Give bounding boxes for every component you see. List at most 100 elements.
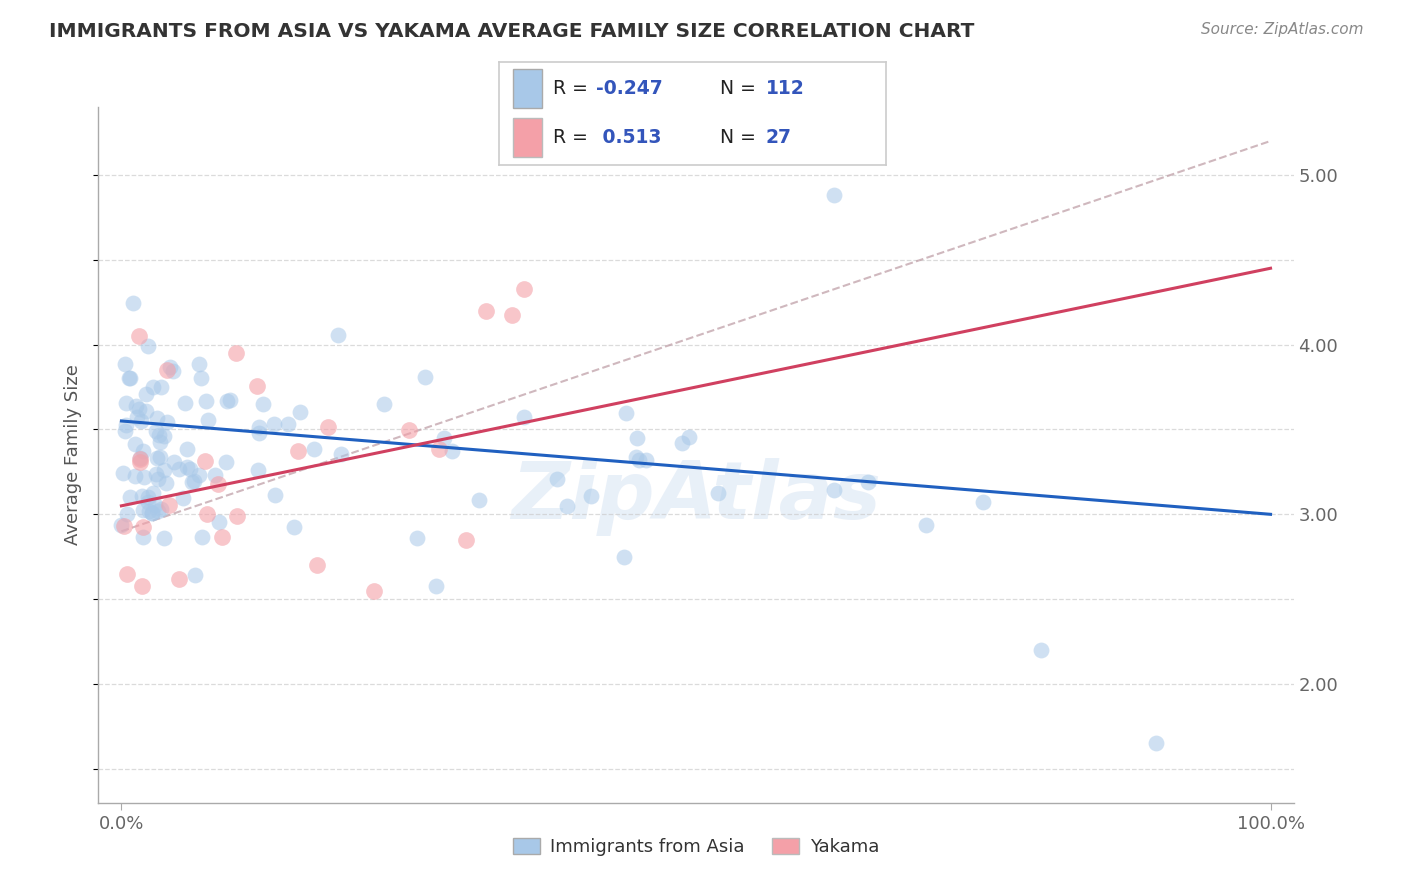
Point	[114, 418, 136, 433]
Point	[112, 519, 135, 533]
Point	[115, 396, 138, 410]
Text: -0.247: -0.247	[596, 79, 662, 98]
Point	[247, 420, 270, 434]
Point	[145, 425, 167, 439]
Point	[252, 397, 274, 411]
Point	[155, 475, 177, 490]
Point	[128, 329, 150, 343]
Point	[118, 370, 141, 384]
Point	[678, 429, 700, 443]
Point	[128, 402, 150, 417]
Point	[406, 532, 429, 546]
Point	[249, 425, 271, 440]
Point	[972, 495, 994, 509]
Point	[131, 579, 153, 593]
Point	[142, 486, 165, 500]
Text: R =: R =	[554, 128, 595, 147]
Point	[246, 379, 269, 393]
Point	[579, 489, 602, 503]
Point	[131, 444, 153, 458]
Point	[115, 566, 138, 581]
Point	[914, 517, 936, 532]
Point	[634, 453, 657, 467]
Point	[823, 483, 845, 497]
Point	[425, 579, 447, 593]
Point	[149, 434, 172, 449]
Point	[184, 568, 207, 582]
Point	[501, 308, 523, 322]
Point	[287, 444, 309, 458]
Point	[136, 490, 159, 504]
Point	[179, 462, 201, 476]
Point	[614, 406, 637, 420]
Point	[167, 462, 190, 476]
Point	[626, 450, 648, 465]
Text: N =: N =	[720, 79, 762, 98]
Point	[226, 509, 249, 524]
Point	[131, 489, 153, 503]
Point	[413, 370, 436, 384]
Legend: Immigrants from Asia, Yakama: Immigrants from Asia, Yakama	[505, 830, 887, 863]
Point	[555, 499, 578, 513]
Point	[146, 410, 169, 425]
Point	[110, 517, 132, 532]
Point	[176, 460, 198, 475]
Point	[188, 357, 211, 371]
Point	[316, 420, 339, 434]
Point	[118, 370, 141, 384]
Point	[707, 486, 730, 500]
Point	[148, 427, 170, 442]
Text: 0.513: 0.513	[596, 128, 661, 147]
Point	[246, 462, 269, 476]
Point	[149, 450, 172, 464]
Point	[118, 490, 141, 504]
Point	[150, 502, 173, 516]
Text: R =: R =	[554, 79, 595, 98]
Point	[124, 437, 146, 451]
Point	[191, 530, 214, 544]
Text: 27: 27	[766, 128, 792, 147]
Point	[129, 451, 152, 466]
Point	[114, 357, 136, 371]
Point	[512, 282, 534, 296]
Point	[125, 399, 148, 413]
Point	[277, 417, 299, 431]
Point	[141, 506, 163, 520]
Point	[153, 463, 176, 477]
FancyBboxPatch shape	[513, 118, 541, 157]
Point	[183, 475, 205, 489]
Point	[194, 453, 217, 467]
Point	[111, 466, 134, 480]
Text: Source: ZipAtlas.com: Source: ZipAtlas.com	[1201, 22, 1364, 37]
Point	[218, 392, 240, 407]
Text: IMMIGRANTS FROM ASIA VS YAKAMA AVERAGE FAMILY SIZE CORRELATION CHART: IMMIGRANTS FROM ASIA VS YAKAMA AVERAGE F…	[49, 22, 974, 41]
Point	[823, 188, 845, 202]
Point	[329, 447, 352, 461]
Point	[132, 470, 155, 484]
Point	[163, 455, 186, 469]
Point	[125, 409, 148, 424]
Y-axis label: Average Family Size: Average Family Size	[65, 365, 83, 545]
Point	[153, 429, 176, 443]
Point	[468, 493, 491, 508]
Point	[190, 371, 212, 385]
Point	[1029, 643, 1052, 657]
Point	[132, 530, 155, 544]
Point	[474, 304, 496, 318]
Point	[146, 503, 169, 517]
Point	[157, 498, 180, 512]
Point	[167, 572, 190, 586]
Point	[373, 397, 395, 411]
Point	[211, 531, 233, 545]
Point	[427, 442, 450, 456]
Point	[290, 405, 312, 419]
Point	[546, 472, 568, 486]
Point	[174, 396, 197, 410]
Point	[121, 296, 143, 310]
Point	[181, 475, 204, 490]
Point	[129, 414, 152, 428]
Point	[305, 558, 328, 573]
Point	[456, 533, 478, 547]
Point	[172, 491, 194, 505]
Point	[128, 455, 150, 469]
